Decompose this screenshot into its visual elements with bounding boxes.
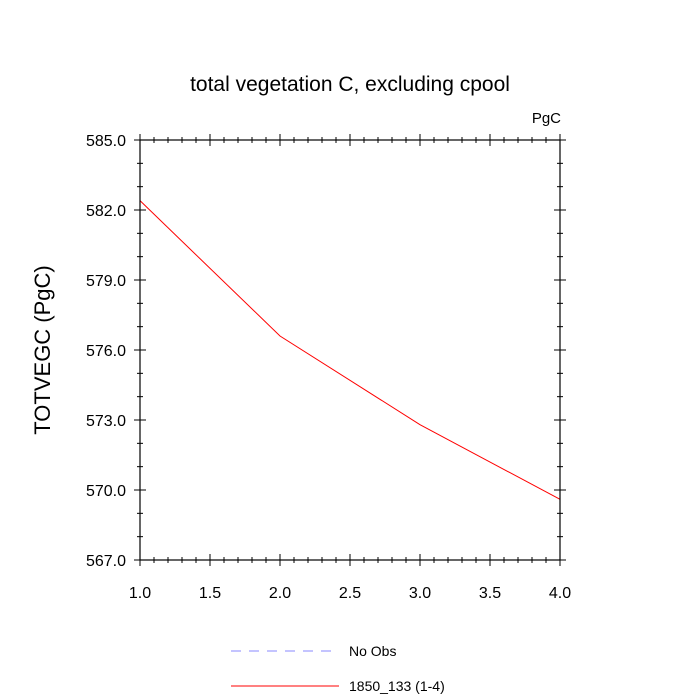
y-tick-label: 573.0 <box>86 413 126 430</box>
x-tick-label: 1.0 <box>129 585 151 602</box>
x-tick-label: 4.0 <box>549 585 571 602</box>
legend-label: 1850_133 (1-4) <box>349 678 445 694</box>
x-tick-label: 1.5 <box>199 585 221 602</box>
x-tick-labels: 1.0 1.5 2.0 2.5 3.0 3.5 4.0 <box>129 585 571 602</box>
units-label: PgC <box>532 110 561 127</box>
legend: No Obs 1850_133 (1-4) <box>231 643 445 694</box>
x-tick-label: 2.0 <box>269 585 291 602</box>
series-line <box>139 200 561 500</box>
axis-ticks <box>134 134 566 566</box>
y-tick-label: 567.0 <box>86 553 126 570</box>
legend-label: No Obs <box>349 643 396 659</box>
y-tick-label: 585.0 <box>86 133 126 150</box>
plot-frame <box>139 139 561 561</box>
x-tick-label: 3.0 <box>409 585 431 602</box>
y-tick-labels: 567.0 570.0 573.0 576.0 579.0 582.0 585.0 <box>86 133 126 570</box>
y-axis-title: TOTVEGC (PgC) <box>30 265 55 435</box>
series-lines <box>139 200 561 500</box>
x-tick-label: 2.5 <box>339 585 361 602</box>
y-tick-label: 582.0 <box>86 203 126 220</box>
x-tick-label: 3.5 <box>479 585 501 602</box>
y-tick-label: 570.0 <box>86 483 126 500</box>
y-tick-label: 576.0 <box>86 343 126 360</box>
chart-title: total vegetation C, excluding cpool <box>190 73 510 96</box>
y-tick-label: 579.0 <box>86 273 126 290</box>
